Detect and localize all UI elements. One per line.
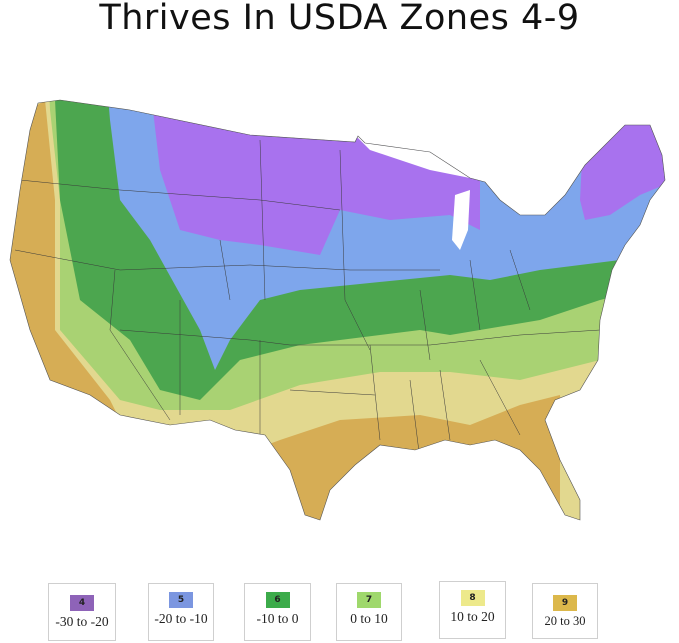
zone-4-northeast-region	[580, 100, 665, 220]
page-title: Thrives In USDA Zones 4-9	[99, 0, 580, 38]
zone-4-range: -30 to -20	[55, 614, 109, 629]
zone-9-range: 20 to 30	[544, 614, 586, 628]
zone-4-region	[140, 100, 480, 255]
state-borders	[14, 139, 601, 461]
legend-item-zone-4: 4 -30 to -20	[48, 583, 116, 641]
zone-8-range: 10 to 20	[450, 609, 495, 624]
zone-9-swatch: 9	[553, 595, 577, 611]
legend-item-zone-9: 9 20 to 30	[532, 583, 598, 639]
lake-michigan	[452, 190, 470, 250]
zone-4-swatch: 4	[70, 595, 94, 611]
legend-item-zone-5: 5 -20 to -10	[148, 583, 214, 641]
zone-5-range: -20 to -10	[154, 611, 208, 626]
legend-item-zone-7: 7 0 to 10	[336, 583, 402, 641]
zone-7-range: 0 to 10	[350, 611, 388, 626]
zone-5-swatch: 5	[169, 592, 193, 608]
zone-7-swatch: 7	[357, 592, 381, 608]
legend-item-zone-6: 6 -10 to 0	[244, 583, 311, 641]
zone-6-swatch: 6	[265, 592, 290, 608]
us-outline	[9, 99, 666, 521]
zone-8-swatch: 8	[460, 590, 485, 606]
zone-6-range: -10 to 0	[256, 611, 299, 626]
legend-item-zone-8: 8 10 to 20	[439, 581, 506, 639]
